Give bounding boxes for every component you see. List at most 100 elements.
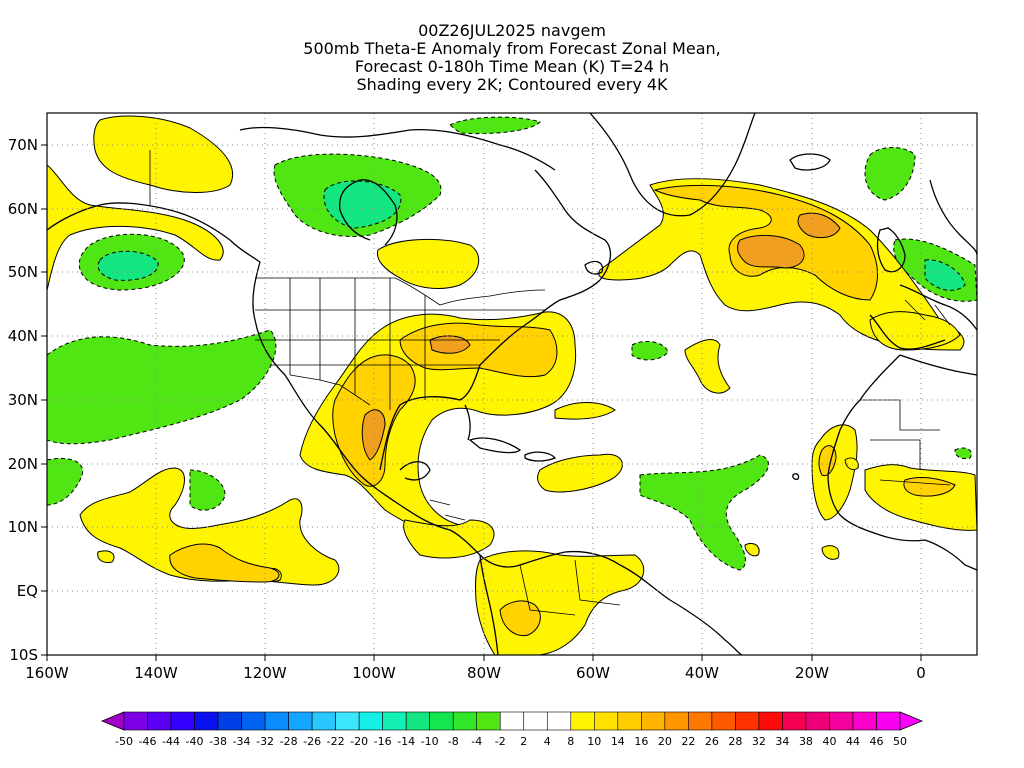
positive-core-west-africa [818, 445, 837, 477]
negative-anomaly-east-pacific [47, 329, 277, 445]
positive-anomaly-bering [47, 164, 224, 291]
colorbar-label: -22 [327, 735, 345, 748]
lat-label-30n: 30N [8, 391, 38, 409]
africa-borders [860, 399, 951, 486]
colorbar-label: 38 [799, 735, 813, 748]
colorbar-label: 44 [846, 735, 860, 748]
shaded-anomalies [47, 115, 977, 655]
colorbar-label: 4 [544, 735, 551, 748]
colorbar-label: 8 [567, 735, 574, 748]
colorbar-label: 14 [611, 735, 625, 748]
colorbar-swatch [264, 711, 289, 731]
lon-label-60w: 60W [576, 664, 610, 682]
colorbar-label: -28 [280, 735, 298, 748]
colorbar-swatch [241, 711, 266, 731]
colorbar-swatch [288, 711, 313, 731]
title-line-3: Forecast 0-180h Time Mean (K) T=24 h [354, 57, 670, 76]
south-america-borders [519, 559, 621, 616]
coastline-europe [899, 284, 977, 331]
positive-anomaly-iberia [869, 311, 961, 351]
europe-borders [904, 299, 951, 326]
coastline-gulf-guinea [924, 539, 977, 571]
colorbar-label: -10 [421, 735, 439, 748]
map-title: 00Z26JUL2025 navgem 500mb Theta-E Anomal… [0, 22, 1024, 94]
lon-label-160w: 160W [25, 664, 69, 682]
colorbar-label: 10 [587, 735, 601, 748]
colorbar-label: -26 [303, 735, 321, 748]
coastline-africa-north [899, 354, 977, 376]
lat-ticks [41, 144, 47, 656]
positive-anomaly-atlantic-35n [684, 339, 731, 394]
colorbar-label: -8 [448, 735, 459, 748]
coastline-scandinavia [929, 179, 977, 256]
colorbar-swatch [217, 711, 242, 731]
lon-label-140w: 140W [134, 664, 178, 682]
title-line-1: 00Z26JUL2025 navgem [418, 21, 606, 40]
us-state-lines-2 [255, 309, 545, 366]
negative-anomaly-tropical-atlantic [639, 454, 769, 571]
colorbar-label: 20 [658, 735, 672, 748]
colorbar-swatch [358, 711, 383, 731]
lon-ticks [46, 655, 922, 661]
us-mexico-border [289, 374, 371, 406]
colorbar-swatch [194, 711, 219, 731]
colorbar-label: -20 [350, 735, 368, 748]
positive-anomaly-tropical-pacific [79, 467, 340, 586]
colorbar-swatch [688, 711, 713, 731]
colorbar-swatch [711, 711, 736, 731]
positive-anomaly-atlantic-30n [554, 402, 616, 420]
colorbar-label: -44 [162, 735, 180, 748]
positive-anomaly-east-pacific-itcz [403, 519, 495, 559]
colorbar-label: -38 [209, 735, 227, 748]
coastline-south-america-west [479, 554, 499, 655]
lat-label-20n: 20N [8, 455, 38, 473]
coastline-north-america-west [252, 261, 481, 556]
lat-label-40n: 40N [8, 327, 38, 345]
positive-core-pacific [169, 543, 280, 583]
title-line-4: Shading every 2K; Contoured every 4K [356, 75, 668, 94]
positive-peak-gulf [361, 409, 386, 461]
positive-anomaly-africa-small [844, 457, 859, 471]
coastline-south-america [479, 550, 743, 655]
coastline-iceland [789, 153, 831, 171]
positive-anomaly-equatorial-atlantic-2 [821, 545, 840, 560]
positive-anomaly-pacific-small-1 [97, 550, 115, 563]
coastline-hispaniola [524, 451, 557, 462]
colorbar-label: -46 [139, 735, 157, 748]
coastline-east-us [479, 279, 601, 366]
colorbar-swatch [123, 711, 148, 731]
colorbar-arrow-left [100, 711, 125, 731]
colorbar: -50 -46 -44 -40 -38 -34 -32 -28 -26 -22 -20 -16 -14-… [100, 711, 924, 748]
graticule [47, 113, 977, 655]
colorbar-swatch [735, 711, 760, 731]
lat-label-50n: 50N [8, 263, 38, 281]
negative-anomaly-tropical-pacific [189, 469, 226, 511]
colorbar-label: 22 [681, 735, 695, 748]
colorbar-label: -16 [374, 735, 392, 748]
colorbar-swatch [452, 711, 478, 731]
negative-anomaly-greenland-sea [864, 147, 916, 201]
colorbar-swatch [546, 711, 572, 731]
positive-peak-north-atlantic-2 [797, 212, 841, 239]
negative-anomaly-tropical-pacific-west [47, 457, 84, 506]
colorbar-label: 2 [520, 735, 527, 748]
colorbar-swatch [147, 711, 172, 731]
colorbar-label: -4 [471, 735, 482, 748]
coastline-canada-east [534, 169, 612, 281]
lon-label-120w: 120W [243, 664, 287, 682]
coastline-hudson-bay [339, 179, 398, 246]
colorbar-swatch [570, 711, 595, 731]
coastline-cape-verde [792, 473, 800, 480]
lon-label-0: 0 [916, 664, 926, 682]
negative-anomaly-north-africa [954, 447, 972, 460]
lat-label-eq: EQ [17, 582, 38, 600]
colorbar-swatch [782, 711, 807, 731]
colorbar-swatch [758, 711, 783, 731]
colorbar-swatch [335, 711, 360, 731]
colorbar-label: -34 [233, 735, 251, 748]
colorbar-label: -2 [495, 735, 506, 748]
colorbar-label: 16 [634, 735, 648, 748]
colorbar-swatch [523, 711, 548, 731]
coastline-iberia [869, 314, 946, 350]
